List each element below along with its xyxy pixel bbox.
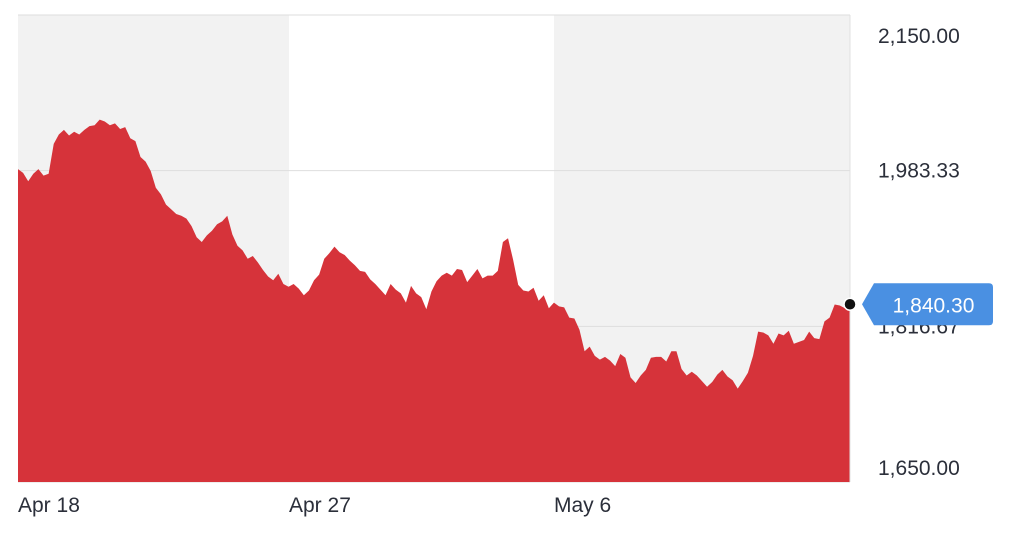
price-area [18,119,850,483]
y-tick-label: 1,650.00 [878,457,960,480]
y-axis-tick-labels: 2,150.001,983.331,816.671,650.00 [878,25,960,480]
y-tick-label: 1,983.33 [878,160,960,183]
x-tick-label: May 6 [554,494,611,517]
x-axis-tick-labels: Apr 18 Apr 27 May 6 [18,494,611,517]
current-price-badge: 1,840.30 [862,283,993,326]
y-tick-label: 2,150.00 [878,25,960,48]
x-tick-label: Apr 18 [18,494,80,517]
last-price-marker [843,297,857,312]
x-tick-label: Apr 27 [289,494,351,517]
current-price-badge-shape [862,283,993,326]
current-price-label: 1,840.30 [893,294,975,317]
